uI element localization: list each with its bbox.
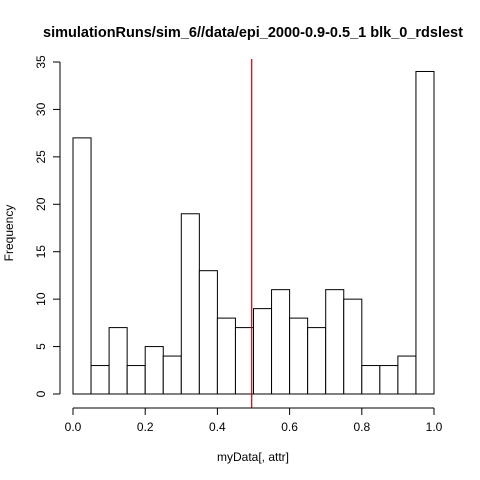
histogram-bar bbox=[180, 213, 200, 395]
histogram-bar bbox=[108, 327, 128, 395]
histogram-bar bbox=[325, 289, 345, 395]
bars-group bbox=[72, 70, 435, 395]
x-axis: 0.0 0.2 0.4 0.6 0.8 1.0 bbox=[65, 407, 443, 434]
y-tick-label: 20 bbox=[34, 197, 48, 211]
x-tick-label: 0.2 bbox=[137, 420, 154, 434]
histogram-bar bbox=[90, 365, 110, 395]
x-tick-label: 0.4 bbox=[209, 420, 226, 434]
y-axis-label: Frequency bbox=[2, 205, 16, 262]
histogram-bar bbox=[289, 317, 309, 395]
histogram-bar bbox=[379, 365, 399, 395]
histogram-bar bbox=[415, 70, 435, 395]
y-tick-label: 5 bbox=[34, 343, 48, 350]
x-axis-label: myData[, attr] bbox=[217, 450, 289, 464]
y-tick-label: 15 bbox=[34, 245, 48, 259]
histogram-bar bbox=[144, 346, 164, 395]
histogram-bar bbox=[72, 137, 92, 395]
chart-title: simulationRuns/sim_6//data/epi_2000-0.9-… bbox=[43, 25, 463, 41]
histogram-bar bbox=[126, 365, 146, 395]
histogram-bar bbox=[307, 327, 327, 395]
histogram-bar bbox=[216, 317, 236, 395]
y-tick-label: 25 bbox=[34, 150, 48, 164]
y-tick-label: 30 bbox=[34, 102, 48, 116]
y-tick-label: 10 bbox=[34, 292, 48, 306]
x-tick-label: 0.0 bbox=[65, 420, 82, 434]
histogram-bar bbox=[271, 289, 291, 395]
histogram-bar bbox=[162, 355, 182, 395]
histogram-bar bbox=[397, 355, 417, 395]
y-axis: 0 5 10 15 20 25 30 35 bbox=[34, 55, 61, 397]
histogram-bar bbox=[343, 298, 363, 395]
histogram-bar bbox=[253, 308, 273, 395]
histogram-bar bbox=[198, 270, 218, 395]
x-tick-label: 1.0 bbox=[426, 420, 443, 434]
histogram-bar bbox=[361, 365, 381, 395]
histogram-bar bbox=[234, 327, 254, 395]
x-tick-label: 0.8 bbox=[353, 420, 370, 434]
x-tick-label: 0.6 bbox=[281, 420, 298, 434]
y-tick-label: 0 bbox=[34, 390, 48, 397]
y-tick-label: 35 bbox=[34, 55, 48, 69]
